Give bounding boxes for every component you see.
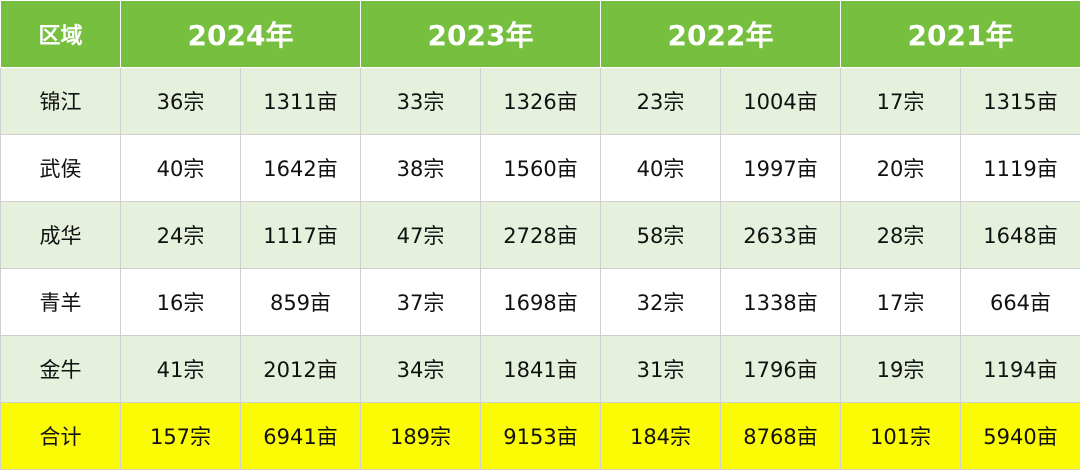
total-cell: 5940亩 — [961, 403, 1080, 470]
table-cell: 1315亩 — [961, 68, 1080, 135]
table-cell: 664亩 — [961, 269, 1080, 336]
table-cell: 38宗 — [361, 135, 481, 202]
total-cell: 157宗 — [121, 403, 241, 470]
table-cell: 2633亩 — [721, 202, 841, 269]
table-cell: 859亩 — [241, 269, 361, 336]
region-cell: 金牛 — [1, 336, 121, 403]
region-cell: 锦江 — [1, 68, 121, 135]
table-cell: 1997亩 — [721, 135, 841, 202]
year-header-2022: 2022年 — [601, 1, 841, 68]
table-cell: 20宗 — [841, 135, 961, 202]
table-cell: 1004亩 — [721, 68, 841, 135]
table-cell: 1796亩 — [721, 336, 841, 403]
table-cell: 37宗 — [361, 269, 481, 336]
header-row: 区域 2024年 2023年 2022年 2021年 — [1, 1, 1080, 68]
table-cell: 40宗 — [601, 135, 721, 202]
total-cell: 9153亩 — [481, 403, 601, 470]
total-cell: 184宗 — [601, 403, 721, 470]
year-header-2021: 2021年 — [841, 1, 1080, 68]
table-row: 金牛 41宗 2012亩 34宗 1841亩 31宗 1796亩 19宗 119… — [1, 336, 1080, 403]
table-cell: 28宗 — [841, 202, 961, 269]
table-cell: 1560亩 — [481, 135, 601, 202]
table-cell: 17宗 — [841, 68, 961, 135]
table-cell: 1311亩 — [241, 68, 361, 135]
region-column-header: 区域 — [1, 1, 121, 68]
year-header-2024: 2024年 — [121, 1, 361, 68]
year-header-2023: 2023年 — [361, 1, 601, 68]
table-cell: 33宗 — [361, 68, 481, 135]
region-cell: 成华 — [1, 202, 121, 269]
table-cell: 41宗 — [121, 336, 241, 403]
table-cell: 1642亩 — [241, 135, 361, 202]
table-row: 武侯 40宗 1642亩 38宗 1560亩 40宗 1997亩 20宗 111… — [1, 135, 1080, 202]
table-cell: 19宗 — [841, 336, 961, 403]
region-cell: 武侯 — [1, 135, 121, 202]
table-cell: 24宗 — [121, 202, 241, 269]
table-row: 青羊 16宗 859亩 37宗 1698亩 32宗 1338亩 17宗 664亩 — [1, 269, 1080, 336]
table-cell: 34宗 — [361, 336, 481, 403]
table-cell: 1338亩 — [721, 269, 841, 336]
table-cell: 2012亩 — [241, 336, 361, 403]
table-cell: 16宗 — [121, 269, 241, 336]
table-cell: 31宗 — [601, 336, 721, 403]
table-cell: 1698亩 — [481, 269, 601, 336]
table-cell: 2728亩 — [481, 202, 601, 269]
table-row: 锦江 36宗 1311亩 33宗 1326亩 23宗 1004亩 17宗 131… — [1, 68, 1080, 135]
table-cell: 1648亩 — [961, 202, 1080, 269]
table-cell: 32宗 — [601, 269, 721, 336]
table-cell: 1117亩 — [241, 202, 361, 269]
region-cell: 青羊 — [1, 269, 121, 336]
table-cell: 47宗 — [361, 202, 481, 269]
table-cell: 1194亩 — [961, 336, 1080, 403]
total-cell: 101宗 — [841, 403, 961, 470]
table-row: 成华 24宗 1117亩 47宗 2728亩 58宗 2633亩 28宗 164… — [1, 202, 1080, 269]
table-cell: 23宗 — [601, 68, 721, 135]
total-cell: 8768亩 — [721, 403, 841, 470]
table-cell: 1326亩 — [481, 68, 601, 135]
table-cell: 58宗 — [601, 202, 721, 269]
table-cell: 17宗 — [841, 269, 961, 336]
total-cell: 189宗 — [361, 403, 481, 470]
total-cell: 6941亩 — [241, 403, 361, 470]
table-cell: 40宗 — [121, 135, 241, 202]
table-cell: 1119亩 — [961, 135, 1080, 202]
total-label-cell: 合计 — [1, 403, 121, 470]
total-row: 合计 157宗 6941亩 189宗 9153亩 184宗 8768亩 101宗… — [1, 403, 1080, 470]
table-cell: 1841亩 — [481, 336, 601, 403]
table-cell: 36宗 — [121, 68, 241, 135]
